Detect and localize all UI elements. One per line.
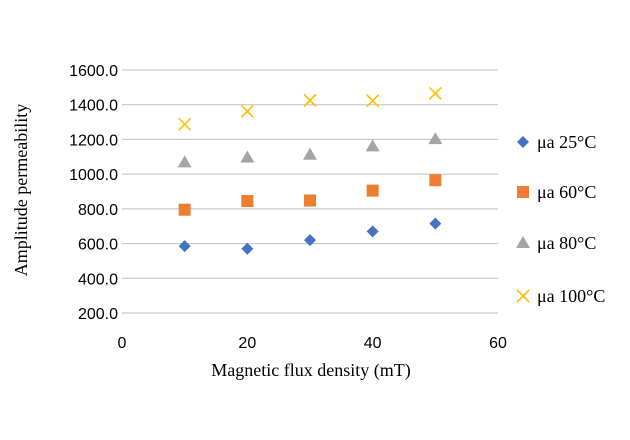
x-axis-ticks: 0 20 40 60 bbox=[118, 335, 507, 352]
data-point bbox=[303, 147, 317, 160]
legend-label: μa 80°C bbox=[537, 233, 596, 253]
legend-item: μa 100°C bbox=[516, 286, 605, 306]
legend-marker bbox=[517, 186, 529, 198]
legend-marker bbox=[516, 236, 530, 248]
series-2 bbox=[178, 174, 442, 216]
y-tick-label: 200.0 bbox=[78, 306, 118, 323]
y-tick-label: 600.0 bbox=[78, 237, 118, 254]
data-point bbox=[304, 194, 316, 207]
y-tick-label: 1600.0 bbox=[69, 63, 118, 80]
legend-item: μa 25°C bbox=[517, 132, 596, 152]
data-point bbox=[366, 225, 379, 238]
legend-marker bbox=[516, 289, 530, 303]
series-4 bbox=[178, 86, 442, 131]
data-point bbox=[241, 242, 254, 255]
series-3 bbox=[177, 132, 443, 168]
y-axis-title: Amplitude permeability bbox=[11, 104, 31, 276]
x-tick-label: 0 bbox=[118, 335, 127, 352]
legend-item: μa 60°C bbox=[517, 182, 596, 202]
data-points bbox=[177, 86, 443, 255]
data-point bbox=[240, 150, 255, 163]
x-tick-label: 40 bbox=[364, 335, 382, 352]
y-tick-label: 1400.0 bbox=[69, 98, 118, 115]
y-tick-label: 1000.0 bbox=[69, 167, 118, 184]
data-point bbox=[428, 132, 443, 145]
y-axis-ticks: 200.0 400.0 600.0 800.0 1000.0 1200.0 1400.0 16… bbox=[69, 63, 118, 323]
legend-item: μa 80°C bbox=[516, 233, 596, 253]
legend-label: μa 25°C bbox=[537, 132, 596, 152]
legend-marker bbox=[517, 136, 529, 148]
data-point bbox=[177, 155, 192, 168]
data-point bbox=[365, 139, 380, 152]
data-point bbox=[429, 217, 442, 230]
y-tick-label: 400.0 bbox=[78, 271, 118, 288]
data-point bbox=[304, 234, 316, 247]
data-point bbox=[178, 203, 191, 216]
legend-label: μa 100°C bbox=[537, 286, 605, 306]
data-point bbox=[428, 86, 442, 100]
series-1 bbox=[178, 217, 442, 255]
y-tick-label: 1200.0 bbox=[69, 132, 118, 149]
data-point bbox=[303, 93, 317, 107]
data-point bbox=[178, 240, 191, 253]
legend-label: μa 60°C bbox=[537, 182, 596, 202]
data-point bbox=[366, 184, 379, 197]
x-axis-title: Magnetic flux density (mT) bbox=[211, 360, 410, 381]
data-point bbox=[178, 117, 192, 131]
data-point bbox=[429, 174, 442, 187]
gridlines bbox=[122, 69, 498, 314]
x-tick-label: 60 bbox=[489, 335, 507, 352]
data-point bbox=[241, 195, 254, 208]
legend: μa 25°C μa 60°C μa 80°C μa 100°C bbox=[516, 132, 605, 306]
x-tick-label: 20 bbox=[238, 335, 256, 352]
data-point bbox=[366, 94, 380, 108]
y-tick-label: 800.0 bbox=[78, 202, 118, 219]
data-point bbox=[240, 104, 254, 118]
